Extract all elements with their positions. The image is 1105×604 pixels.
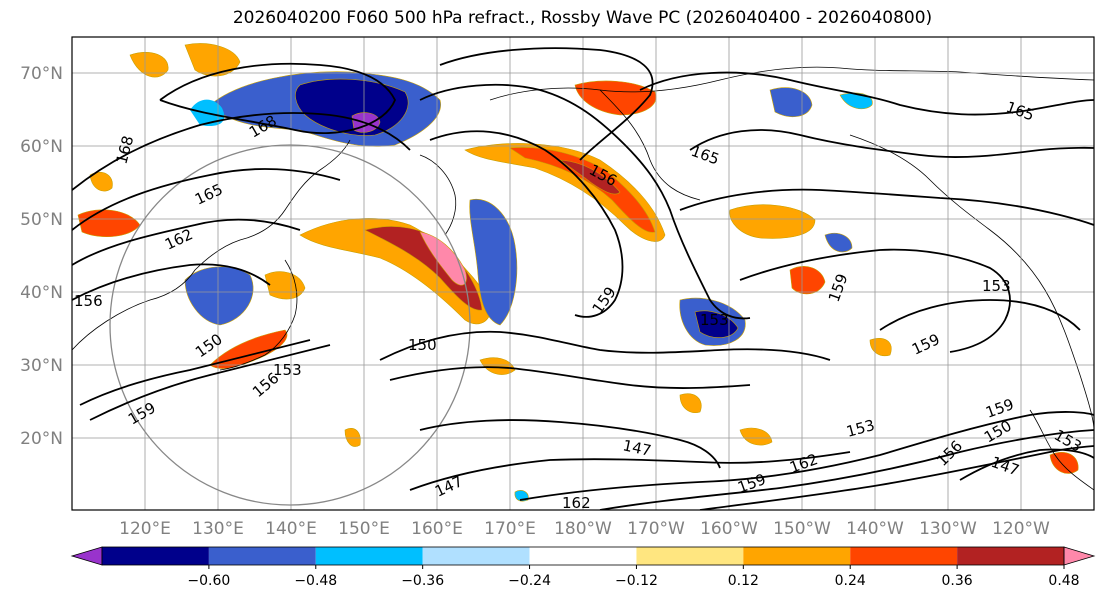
latitude-labels: 70°N 60°N 50°N 40°N 30°N 20°N: [20, 64, 63, 449]
colorbar-bin: [529, 547, 637, 565]
lon-label: 170°E: [484, 519, 536, 539]
colorbar-bin: [208, 547, 316, 565]
lat-label: 20°N: [20, 429, 63, 449]
lat-label: 70°N: [20, 64, 63, 84]
longitude-labels: 120°E 130°E 140°E 150°E 160°E 170°E 180°…: [119, 519, 1050, 539]
lon-label: 170°W: [627, 519, 685, 539]
positive-anomaly-west-2: [89, 171, 113, 192]
colorbar-tick-label: 0.12: [728, 573, 759, 589]
colorbar-tick-label: −0.12: [615, 573, 658, 589]
colorbar-tick-label: 0.48: [1048, 573, 1079, 589]
colorbar-frame: [101, 546, 1065, 566]
negative-anomaly-aleutian: [469, 198, 518, 326]
colorbar-bin: [636, 547, 744, 565]
negative-anomaly-japan: [184, 266, 254, 326]
lat-label: 60°N: [20, 137, 63, 157]
contour-label: 153: [982, 277, 1011, 295]
lon-label: 130°W: [919, 519, 977, 539]
height-contours: [72, 47, 1094, 510]
positive-anomaly-subtropical: [479, 357, 516, 375]
map-plot-area: 168 168 165 162 156 150 153 159 156 165 …: [71, 36, 1095, 512]
negative-anomaly-alaska: [769, 87, 813, 118]
lat-label: 50°N: [20, 210, 63, 230]
rossby-wave-circle: [109, 144, 471, 506]
positive-anomaly-siberia-2: [184, 43, 241, 77]
pink-positive-band-kurils: [419, 231, 467, 286]
colorbar-bin: [850, 547, 958, 565]
lon-label: 180°W: [554, 519, 612, 539]
positive-anomaly-subtropical-5: [739, 427, 773, 446]
map-frame: [71, 36, 1095, 511]
pink-positive-bering: [558, 159, 621, 195]
colorbar-tick-label: −0.24: [508, 573, 551, 589]
contour-label: 153: [700, 311, 729, 329]
colorbar-bin: [743, 547, 851, 565]
contour-label: 162: [562, 494, 591, 512]
lon-label: 150°W: [773, 519, 831, 539]
strong-positive-anomaly-bering: [509, 147, 656, 233]
coastlines: [72, 66, 1094, 491]
contour-label: 147: [621, 436, 653, 460]
positive-anomaly-subtropical-4: [344, 428, 361, 447]
contour-label: 156: [74, 292, 103, 310]
strong-positive-band-kurils: [364, 226, 483, 311]
strong-negative-central-pacific: [694, 310, 739, 338]
lon-label: 120°E: [119, 519, 171, 539]
positive-anomaly-subtropical-2: [679, 393, 702, 413]
positive-anomaly-gulf-alaska: [729, 204, 816, 239]
lon-label: 160°E: [411, 519, 463, 539]
contour-label: 150: [408, 336, 437, 354]
colorbar-tick-label: −0.48: [294, 573, 337, 589]
colorbar-tick-label: −0.60: [187, 573, 230, 589]
contour-label: 153: [273, 361, 302, 379]
positive-anomaly-siberia: [129, 51, 169, 78]
colorbar-bin: [422, 547, 530, 565]
lon-label: 120°W: [992, 519, 1050, 539]
lon-label: 160°W: [700, 519, 758, 539]
colorbar-extend-high: [1063, 546, 1096, 566]
lat-label: 40°N: [20, 283, 63, 303]
colorbar-tick-label: −0.36: [401, 573, 444, 589]
lon-label: 140°W: [846, 519, 904, 539]
colorbar-tick-label: 0.36: [942, 573, 973, 589]
positive-band-kurils: [299, 218, 492, 325]
colorbar: −0.60 −0.48 −0.36 −0.24 −0.12 0.12 0.24 0.36 0.4…: [70, 546, 1096, 589]
colorbar-tick-label: 0.24: [835, 573, 866, 589]
colorbar-bin: [102, 547, 209, 565]
lat-label: 30°N: [20, 356, 63, 376]
lon-label: 150°E: [338, 519, 390, 539]
colorbar-bin: [315, 547, 423, 565]
colorbar-extend-low: [70, 546, 103, 566]
map-title: 2026040200 F060 500 hPa refract., Rossby…: [232, 8, 933, 28]
negative-anomaly-gulf-alaska: [824, 232, 853, 253]
colorbar-bin: [957, 547, 1064, 565]
lon-label: 140°E: [265, 519, 317, 539]
lon-label: 130°E: [192, 519, 244, 539]
